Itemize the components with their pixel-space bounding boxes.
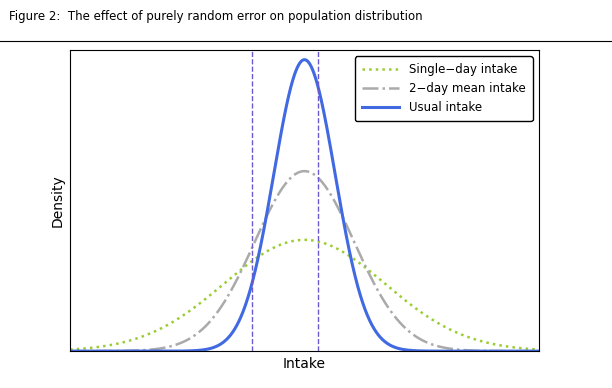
- Legend: Single−day intake, 2−day mean intake, Usual intake: Single−day intake, 2−day mean intake, Us…: [354, 56, 532, 121]
- Usual intake: [292, 70, 299, 74]
- 2−day mean intake: [274, 192, 282, 197]
- 2−day mean intake: [490, 349, 498, 353]
- Usual intake: [300, 57, 308, 62]
- 2−day mean intake: [6, 349, 13, 353]
- Single−day intake: [274, 243, 282, 248]
- Single−day intake: [292, 238, 299, 243]
- X-axis label: Intake: Intake: [283, 357, 326, 371]
- Single−day intake: [490, 342, 498, 346]
- 2−day mean intake: [292, 172, 299, 177]
- Text: Figure 2:  The effect of purely random error on population distribution: Figure 2: The effect of purely random er…: [9, 10, 423, 23]
- Line: 2−day mean intake: 2−day mean intake: [0, 171, 612, 351]
- Usual intake: [6, 349, 13, 353]
- Line: Single−day intake: Single−day intake: [0, 240, 612, 351]
- 2−day mean intake: [300, 169, 308, 173]
- Usual intake: [490, 349, 498, 353]
- Single−day intake: [300, 237, 308, 242]
- Usual intake: [274, 148, 282, 152]
- Y-axis label: Density: Density: [51, 175, 65, 227]
- 2−day mean intake: [611, 349, 612, 353]
- Single−day intake: [6, 349, 13, 353]
- Line: Usual intake: Usual intake: [0, 60, 612, 351]
- Usual intake: [611, 349, 612, 353]
- Single−day intake: [611, 349, 612, 353]
- Single−day intake: [611, 349, 612, 353]
- Usual intake: [611, 349, 612, 353]
- 2−day mean intake: [611, 349, 612, 353]
